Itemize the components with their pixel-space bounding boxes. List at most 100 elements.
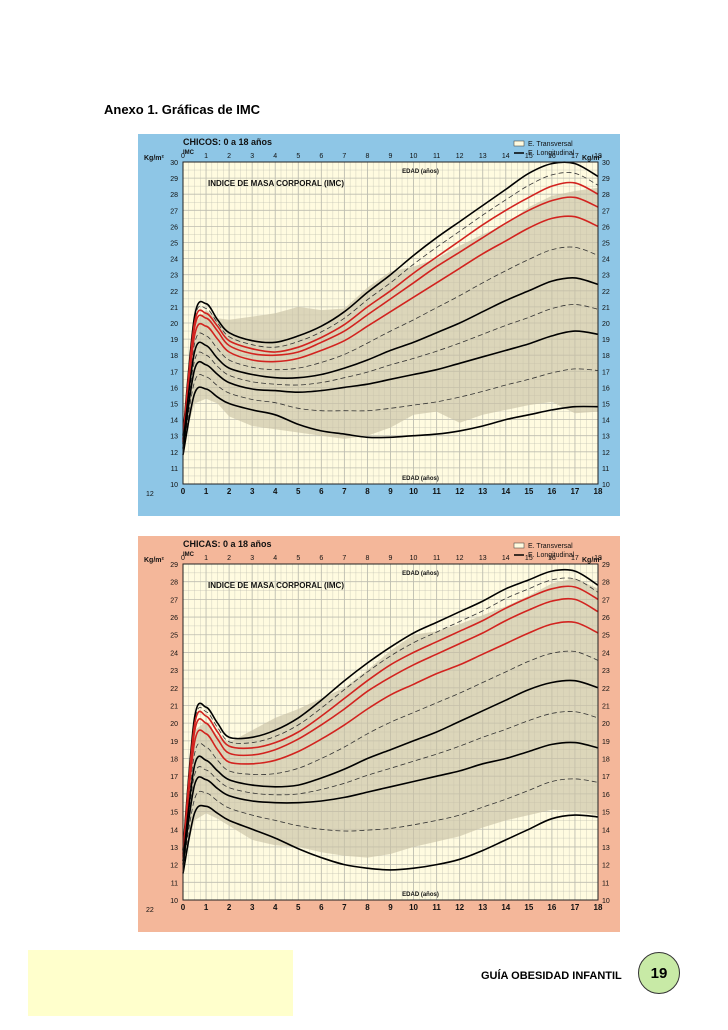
x-tick-label: 18 <box>594 487 603 496</box>
x-axis-label: EDAD (años) <box>402 892 439 898</box>
legend-swatch-transversal <box>513 542 525 549</box>
y-tick-label-right: 27 <box>602 597 610 604</box>
percentile-curve-p85 <box>182 196 599 441</box>
y-tick-label-right: 18 <box>602 353 610 360</box>
percentile-curve-p90 <box>182 181 599 439</box>
percentile-curve-p50 <box>182 277 599 444</box>
x-tick-label-top: 5 <box>296 555 300 562</box>
x-tick-label-top: 8 <box>365 153 369 160</box>
percentile-curve-p75 <box>182 620 599 858</box>
variability-band <box>183 187 598 444</box>
x-tick-label-top: 3 <box>250 555 254 562</box>
legend-label: E. Transversal <box>528 543 573 550</box>
legend-label: E. Transversal <box>528 141 573 148</box>
reference-curve-dashed <box>182 711 599 863</box>
x-tick-label-top: 14 <box>502 555 510 562</box>
x-tick-label-top: 3 <box>250 153 254 160</box>
x-tick-label-top: 5 <box>296 153 300 160</box>
y-tick-label-right: 17 <box>602 369 610 376</box>
x-tick-label-top: 17 <box>571 555 579 562</box>
percentile-curve-p3 <box>182 804 599 874</box>
y-tick-label-right: 19 <box>602 739 610 746</box>
y-tick-label: 26 <box>170 224 178 231</box>
x-tick-label: 13 <box>478 903 487 912</box>
x-tick-label: 18 <box>594 903 603 912</box>
x-tick-label: 16 <box>547 487 556 496</box>
y-tick-label-right: 17 <box>602 774 610 781</box>
y-tick-label: 27 <box>170 597 178 604</box>
y-tick-label-right: 11 <box>602 466 609 473</box>
x-axis-label: EDAD (años) <box>402 476 439 482</box>
y-tick-label: 13 <box>170 434 178 441</box>
y-axis-unit-left: Kg/m² <box>144 155 165 162</box>
y-tick-label: 21 <box>170 305 178 312</box>
reference-curve-dashed <box>182 246 599 443</box>
x-tick-label-top: 15 <box>525 153 533 160</box>
y-tick-label: 28 <box>170 192 178 199</box>
percentile-curve-p90 <box>182 585 599 855</box>
y-tick-label-right: 12 <box>602 450 610 457</box>
y-tick-label: 26 <box>170 615 178 622</box>
girls-bmi-chart: 10 10 11 11 12 12 13 13 14 14 15 15 16 16 17 17 18 18 19 19… <box>138 536 620 932</box>
chart-subtitle: IMC <box>183 552 195 558</box>
x-tick-label: 13 <box>478 487 487 496</box>
x-tick-label-top: 1 <box>204 555 208 562</box>
x-tick-label: 2 <box>227 487 232 496</box>
x-tick-label: 8 <box>365 487 370 496</box>
percentile-curve-p75 <box>182 215 599 443</box>
y-tick-label: 10 <box>170 482 178 489</box>
x-tick-label-top: 4 <box>273 153 277 160</box>
x-tick-label-top: 11 <box>433 153 440 160</box>
x-tick-label: 17 <box>570 903 579 912</box>
x-tick-label-top: 9 <box>389 555 393 562</box>
percentile-curve-p50 <box>182 679 599 862</box>
x-tick-label: 12 <box>455 487 464 496</box>
section-heading: Anexo 1. Gráficas de IMC <box>104 102 261 117</box>
x-tick-label: 11 <box>432 487 441 496</box>
x-tick-label: 17 <box>570 487 579 496</box>
y-tick-label-right: 21 <box>602 305 610 312</box>
y-tick-label-right: 15 <box>602 402 610 409</box>
chart-heading: INDICE DE MASA CORPORAL (IMC) <box>208 581 344 590</box>
y-axis-unit-right: Kg/m² <box>582 155 603 162</box>
y-tick-label: 23 <box>170 668 178 675</box>
x-tick-label-top: 1 <box>204 153 208 160</box>
y-tick-label-right: 13 <box>602 434 610 441</box>
x-tick-label: 5 <box>296 903 301 912</box>
x-tick-label-top: 17 <box>571 153 579 160</box>
y-tick-label-right: 18 <box>602 757 610 764</box>
x-tick-label-top: 7 <box>342 555 346 562</box>
x-tick-label: 10 <box>409 903 418 912</box>
y-tick-label-right: 23 <box>602 273 610 280</box>
y-tick-label: 14 <box>170 418 178 425</box>
x-tick-label: 4 <box>273 487 278 496</box>
page-reference: 12 <box>146 491 154 498</box>
y-tick-label: 28 <box>170 580 178 587</box>
y-tick-label-right: 20 <box>602 721 610 728</box>
page-number-badge: 19 <box>638 952 680 994</box>
x-axis-label-top: EDAD (años) <box>402 169 439 175</box>
x-tick-label-top: 10 <box>410 555 418 562</box>
chart-subtitle: IMC <box>183 150 195 156</box>
reference-curve-dashed <box>182 304 599 447</box>
y-tick-label-right: 26 <box>602 615 610 622</box>
boys-bmi-chart: 10 10 11 11 12 12 13 13 14 14 15 15 16 16 17 17 18 18 19 19… <box>138 134 620 516</box>
x-tick-label-top: 9 <box>389 153 393 160</box>
x-tick-label: 15 <box>524 487 533 496</box>
y-tick-label-right: 25 <box>602 241 610 248</box>
y-tick-label-right: 14 <box>602 827 610 834</box>
y-tick-label-right: 28 <box>602 580 610 587</box>
y-tick-label: 14 <box>170 827 178 834</box>
chart-title: CHICAS: 0 a 18 años <box>183 539 272 549</box>
y-tick-label: 21 <box>170 703 178 710</box>
y-tick-label-right: 29 <box>602 176 610 183</box>
y-tick-label-right: 16 <box>602 385 610 392</box>
x-tick-label-top: 0 <box>181 555 185 562</box>
chart-heading: INDICE DE MASA CORPORAL (IMC) <box>208 179 344 188</box>
percentile-curve-p3 <box>182 386 599 456</box>
x-tick-label: 7 <box>342 487 347 496</box>
x-tick-label-top: 16 <box>548 555 556 562</box>
y-tick-label: 15 <box>170 402 178 409</box>
x-tick-label-top: 12 <box>456 153 464 160</box>
